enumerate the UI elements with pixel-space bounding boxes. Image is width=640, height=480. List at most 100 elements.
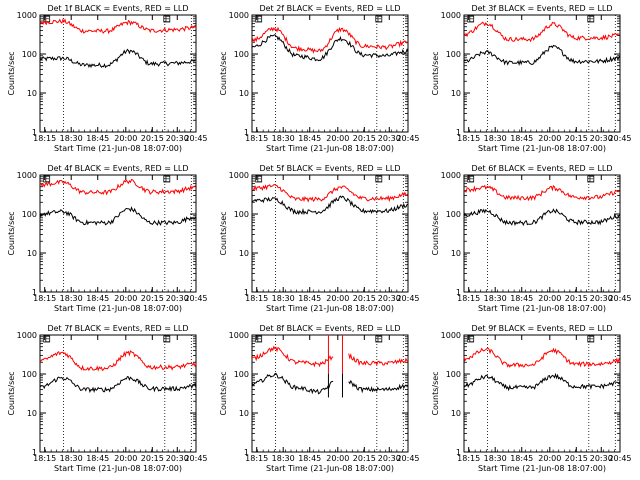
x-tick-label: 18:30 xyxy=(484,294,507,303)
y-tick-label: 1000 xyxy=(229,331,249,340)
x-tick-label: 20:15 xyxy=(353,134,376,143)
y-tick-label: 10 xyxy=(239,409,249,418)
x-tick-label: 18:45 xyxy=(298,454,321,463)
x-tick-label: 20:15 xyxy=(353,294,376,303)
y-tick-label: 1000 xyxy=(229,171,249,180)
series-events xyxy=(251,372,409,395)
y-tick-label: 10 xyxy=(27,89,37,98)
x-tick-label: 20:30 xyxy=(166,454,189,463)
y-tick-label: 10 xyxy=(239,89,249,98)
y-axis-label: Counts/sec xyxy=(7,211,16,255)
panel-det-9: Det 9f BLACK = Events, RED = LLD 1 10 100 10… xyxy=(431,324,632,473)
y-tick-label: 1000 xyxy=(441,11,461,20)
x-tick-label: 18:15 xyxy=(245,454,268,463)
label-box xyxy=(43,175,51,183)
label-box xyxy=(255,335,263,343)
x-axis-label: Start Time (21-Jun-08 18:07:00) xyxy=(54,464,182,473)
panel-title: Det 2f BLACK = Events, RED = LLD xyxy=(259,4,400,13)
y-tick-label: 1 xyxy=(456,288,461,297)
y-axis-label: Counts/sec xyxy=(219,51,228,95)
series-events xyxy=(251,34,409,62)
y-tick-label: 100 xyxy=(446,210,461,219)
x-tick-label: 18:30 xyxy=(484,134,507,143)
x-tick-label: 20:30 xyxy=(166,134,189,143)
series-events xyxy=(463,372,621,392)
x-axis-label: Start Time (21-Jun-08 18:07:00) xyxy=(266,464,394,473)
y-tick-label: 100 xyxy=(22,210,37,219)
series-events xyxy=(39,375,197,394)
x-tick-label: 18:45 xyxy=(86,294,109,303)
x-tick-label: 18:15 xyxy=(33,294,56,303)
series-events xyxy=(251,195,409,216)
x-tick-label: 20:15 xyxy=(141,134,164,143)
panel-det-3: Det 3f BLACK = Events, RED = LLD 1 10 100 10… xyxy=(431,4,632,153)
panel-det-6: Det 6f BLACK = Events, RED = LLD 1 10 100 10… xyxy=(431,164,632,313)
x-tick-label: 18:45 xyxy=(86,134,109,143)
x-tick-label: 20:45 xyxy=(396,294,419,303)
label-box xyxy=(587,15,595,23)
label-box xyxy=(255,175,263,183)
y-tick-label: 1000 xyxy=(17,331,37,340)
panel-det-4: Det 4f BLACK = Events, RED = LLD 1 10 100 10… xyxy=(7,164,208,313)
label-box xyxy=(467,15,475,23)
label-box-letter: E xyxy=(469,335,474,344)
y-tick-label: 10 xyxy=(451,409,461,418)
series-lld xyxy=(39,178,197,196)
x-tick-label: 20:15 xyxy=(565,454,588,463)
x-axis-label: Start Time (21-Jun-08 18:07:00) xyxy=(266,304,394,313)
x-tick-label: 20:00 xyxy=(114,294,137,303)
panel-title: Det 7f BLACK = Events, RED = LLD xyxy=(47,324,188,333)
series-events xyxy=(463,208,621,227)
label-box xyxy=(163,15,171,23)
y-tick-label: 10 xyxy=(27,249,37,258)
label-box xyxy=(163,175,171,183)
x-axis-label: Start Time (21-Jun-08 18:07:00) xyxy=(266,144,394,153)
panel-det-1: Det 1f BLACK = Events, RED = LLD 1 10 100 10… xyxy=(7,4,208,153)
y-tick-label: 10 xyxy=(239,249,249,258)
y-tick-label: 100 xyxy=(446,370,461,379)
y-tick-label: 1 xyxy=(32,448,37,457)
x-tick-label: 20:45 xyxy=(184,294,207,303)
y-tick-label: 1 xyxy=(244,448,249,457)
x-tick-label: 18:30 xyxy=(272,134,295,143)
series-lld xyxy=(39,350,197,372)
y-tick-label: 1 xyxy=(244,288,249,297)
x-tick-label: 18:30 xyxy=(484,454,507,463)
x-tick-label: 18:15 xyxy=(33,454,56,463)
series-lld xyxy=(251,345,409,368)
series-lld xyxy=(251,183,409,203)
x-tick-label: 18:45 xyxy=(298,294,321,303)
x-axis-label: Start Time (21-Jun-08 18:07:00) xyxy=(478,304,606,313)
x-tick-label: 20:00 xyxy=(326,454,349,463)
label-box xyxy=(467,175,475,183)
label-box xyxy=(587,335,595,343)
x-tick-label: 20:00 xyxy=(114,134,137,143)
x-tick-label: 20:15 xyxy=(141,454,164,463)
panel-det-7: Det 7f BLACK = Events, RED = LLD 1 10 100 10… xyxy=(7,324,208,473)
label-box-letter: E xyxy=(45,175,50,184)
y-tick-label: 1 xyxy=(32,128,37,137)
panel-title: Det 3f BLACK = Events, RED = LLD xyxy=(471,4,612,13)
label-box-letter: E xyxy=(589,15,594,24)
panel-title: Det 8f BLACK = Events, RED = LLD xyxy=(259,324,400,333)
label-box-letter: E xyxy=(377,335,382,344)
y-tick-label: 1000 xyxy=(441,171,461,180)
x-tick-label: 20:15 xyxy=(353,454,376,463)
y-tick-label: 1 xyxy=(456,448,461,457)
series-events xyxy=(39,206,197,226)
x-tick-label: 18:30 xyxy=(272,294,295,303)
label-box-letter: E xyxy=(165,175,170,184)
y-tick-label: 100 xyxy=(234,50,249,59)
label-box xyxy=(43,335,51,343)
x-tick-label: 20:30 xyxy=(590,294,613,303)
panel-det-5: Det 5f BLACK = Events, RED = LLD 1 10 100 10… xyxy=(219,164,420,313)
x-tick-label: 20:45 xyxy=(396,134,419,143)
x-tick-label: 18:45 xyxy=(298,134,321,143)
y-tick-label: 10 xyxy=(451,89,461,98)
x-tick-label: 18:30 xyxy=(60,134,83,143)
x-tick-label: 20:00 xyxy=(326,294,349,303)
label-box-letter: E xyxy=(165,15,170,24)
y-tick-label: 100 xyxy=(446,50,461,59)
y-tick-label: 1 xyxy=(244,128,249,137)
